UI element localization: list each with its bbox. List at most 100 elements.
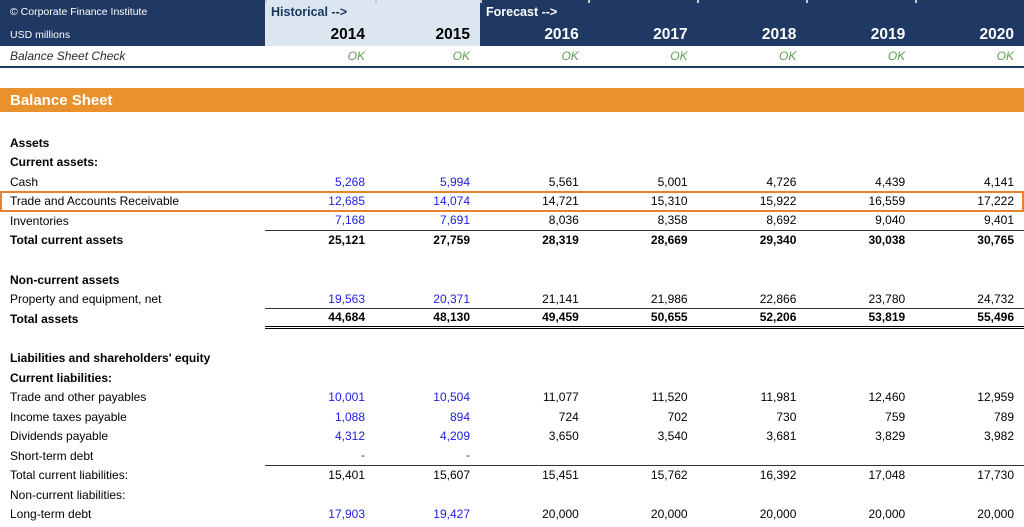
cell-value[interactable]: [375, 270, 480, 290]
cell-value[interactable]: 25,121: [328, 233, 365, 248]
cell-value[interactable]: [915, 368, 1024, 388]
row-label[interactable]: Non-current liabilities:: [10, 487, 126, 502]
cell-value[interactable]: [698, 349, 807, 369]
cell-value[interactable]: [375, 485, 480, 505]
cell-value[interactable]: 20,000: [542, 507, 579, 522]
cell-value[interactable]: 10,504: [433, 390, 470, 405]
cell-value[interactable]: 789: [993, 409, 1014, 424]
cell-value[interactable]: 3,681: [766, 429, 797, 444]
cell-value[interactable]: 16,559: [868, 194, 906, 209]
year-header-2014[interactable]: 2014: [265, 24, 375, 46]
cell-value[interactable]: 20,371: [375, 290, 480, 309]
cell-value[interactable]: [589, 153, 698, 173]
cell-value[interactable]: 12,959: [977, 390, 1014, 405]
row-label[interactable]: Short-term debt: [10, 448, 94, 463]
row-label[interactable]: Assets: [10, 135, 50, 150]
cell-value[interactable]: 28,669: [650, 233, 688, 248]
cell-value[interactable]: [698, 368, 807, 388]
cell-value[interactable]: [589, 133, 698, 153]
row-label[interactable]: Current liabilities:: [10, 370, 113, 385]
cell-value[interactable]: [698, 485, 807, 505]
row-label[interactable]: Current assets:: [10, 155, 99, 170]
cell-value[interactable]: 55,496: [915, 309, 1024, 329]
cell-value[interactable]: [806, 485, 915, 505]
year-header-2020[interactable]: 2020: [915, 24, 1024, 46]
check-status-2019[interactable]: OK: [887, 49, 906, 63]
cell-value[interactable]: 15,401: [328, 468, 365, 483]
cell-value[interactable]: 11,520: [651, 390, 688, 405]
cell-value[interactable]: [915, 270, 1024, 290]
cell-value[interactable]: 27,759: [433, 233, 470, 248]
cell-value[interactable]: [806, 446, 916, 466]
cell-value[interactable]: -: [265, 446, 375, 466]
cell-value[interactable]: 28,319: [542, 233, 579, 248]
balance-check-label[interactable]: Balance Sheet Check: [10, 49, 126, 63]
cell-value[interactable]: [480, 485, 589, 505]
cell-value[interactable]: 8,692: [697, 211, 807, 231]
year-header-2016[interactable]: 2016: [480, 24, 589, 46]
cell-value[interactable]: 9,040: [806, 211, 916, 231]
cell-value[interactable]: [589, 270, 698, 290]
cell-value[interactable]: [915, 485, 1024, 505]
cell-value[interactable]: [265, 349, 375, 369]
cell-value[interactable]: [806, 133, 915, 153]
cell-value[interactable]: [480, 153, 589, 173]
row-label[interactable]: Trade and Accounts Receivable: [10, 194, 179, 209]
cell-value[interactable]: [375, 368, 480, 388]
cell-value[interactable]: 19,563: [265, 290, 375, 309]
cell-value[interactable]: 17,222: [977, 194, 1014, 209]
cell-value[interactable]: 730: [776, 409, 797, 424]
cell-value[interactable]: 4,439: [875, 174, 906, 189]
cell-value[interactable]: 49,459: [480, 309, 589, 329]
cell-value[interactable]: 11,981: [760, 390, 797, 405]
cell-value[interactable]: 3,650: [548, 429, 579, 444]
cell-value[interactable]: 4,209: [439, 429, 470, 444]
row-label[interactable]: Dividends payable: [10, 429, 109, 444]
year-header-2015[interactable]: 2015: [375, 24, 480, 46]
cell-value[interactable]: 15,607: [433, 468, 470, 483]
cell-value[interactable]: 23,780: [806, 290, 916, 309]
year-header-2019[interactable]: 2019: [806, 24, 916, 46]
cell-value[interactable]: 20,000: [650, 507, 688, 522]
cell-value[interactable]: 11,077: [542, 390, 579, 405]
cell-value[interactable]: [915, 349, 1024, 369]
cell-value[interactable]: 17,048: [868, 468, 906, 483]
cell-value[interactable]: 7,168: [265, 211, 375, 231]
cell-value[interactable]: [698, 133, 807, 153]
row-label[interactable]: Income taxes payable: [10, 409, 127, 424]
row-label[interactable]: Non-current assets: [10, 272, 120, 287]
cell-value[interactable]: 12,460: [868, 390, 906, 405]
cell-value[interactable]: 15,922: [759, 194, 797, 209]
cell-value[interactable]: 9,401: [915, 211, 1024, 231]
cell-value[interactable]: [697, 446, 807, 466]
row-label[interactable]: Total assets: [10, 311, 79, 326]
check-status-2020[interactable]: OK: [996, 49, 1014, 63]
cell-value[interactable]: 1,088: [334, 409, 365, 424]
cell-value[interactable]: 4,312: [334, 429, 365, 444]
row-label[interactable]: Property and equipment, net: [10, 292, 162, 307]
row-label[interactable]: Cash: [10, 174, 39, 189]
cell-value[interactable]: [589, 349, 698, 369]
cell-value[interactable]: [915, 133, 1024, 153]
cell-value[interactable]: -: [375, 446, 480, 466]
cell-value[interactable]: [265, 368, 375, 388]
cell-value[interactable]: 8,358: [588, 211, 698, 231]
cell-value[interactable]: 5,994: [439, 174, 470, 189]
cell-value[interactable]: 21,986: [588, 290, 698, 309]
cell-value[interactable]: 21,141: [480, 290, 589, 309]
cell-value[interactable]: [806, 349, 915, 369]
check-status-2017[interactable]: OK: [670, 49, 688, 63]
cell-value[interactable]: 19,427: [433, 507, 470, 522]
cell-value[interactable]: [698, 153, 807, 173]
cell-value[interactable]: 29,340: [759, 233, 797, 248]
cell-value[interactable]: 48,130: [375, 309, 480, 329]
cell-value[interactable]: [480, 349, 589, 369]
cell-value[interactable]: 894: [449, 409, 470, 424]
cell-value[interactable]: 17,730: [977, 468, 1014, 483]
cell-value[interactable]: 20,000: [868, 507, 906, 522]
cell-value[interactable]: 14,721: [542, 194, 579, 209]
cell-value[interactable]: [375, 133, 480, 153]
row-label[interactable]: Liabilities and shareholders' equity: [10, 351, 211, 366]
cell-value[interactable]: 3,829: [875, 429, 906, 444]
cell-value[interactable]: [375, 349, 480, 369]
